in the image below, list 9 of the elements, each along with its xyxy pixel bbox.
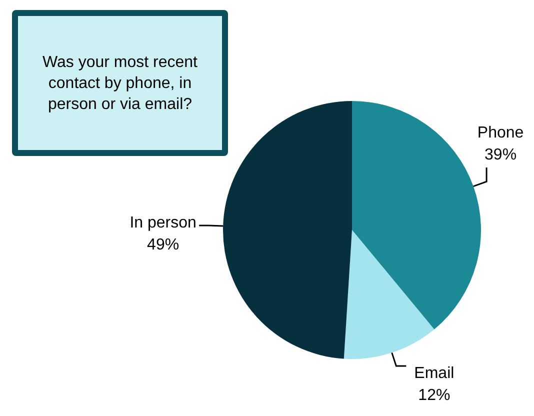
pie-slice	[223, 101, 352, 359]
data-label: 12%	[418, 387, 450, 404]
slice-label: Phone	[477, 124, 524, 142]
slice-label: In person	[130, 214, 196, 232]
data-label: 39%	[484, 146, 517, 164]
chart-title: Was your most recent contact by phone, in person or via email?	[41, 52, 198, 114]
slice-label: Email	[414, 365, 454, 382]
pie-slice	[344, 230, 434, 359]
data-label: 49%	[147, 236, 180, 254]
